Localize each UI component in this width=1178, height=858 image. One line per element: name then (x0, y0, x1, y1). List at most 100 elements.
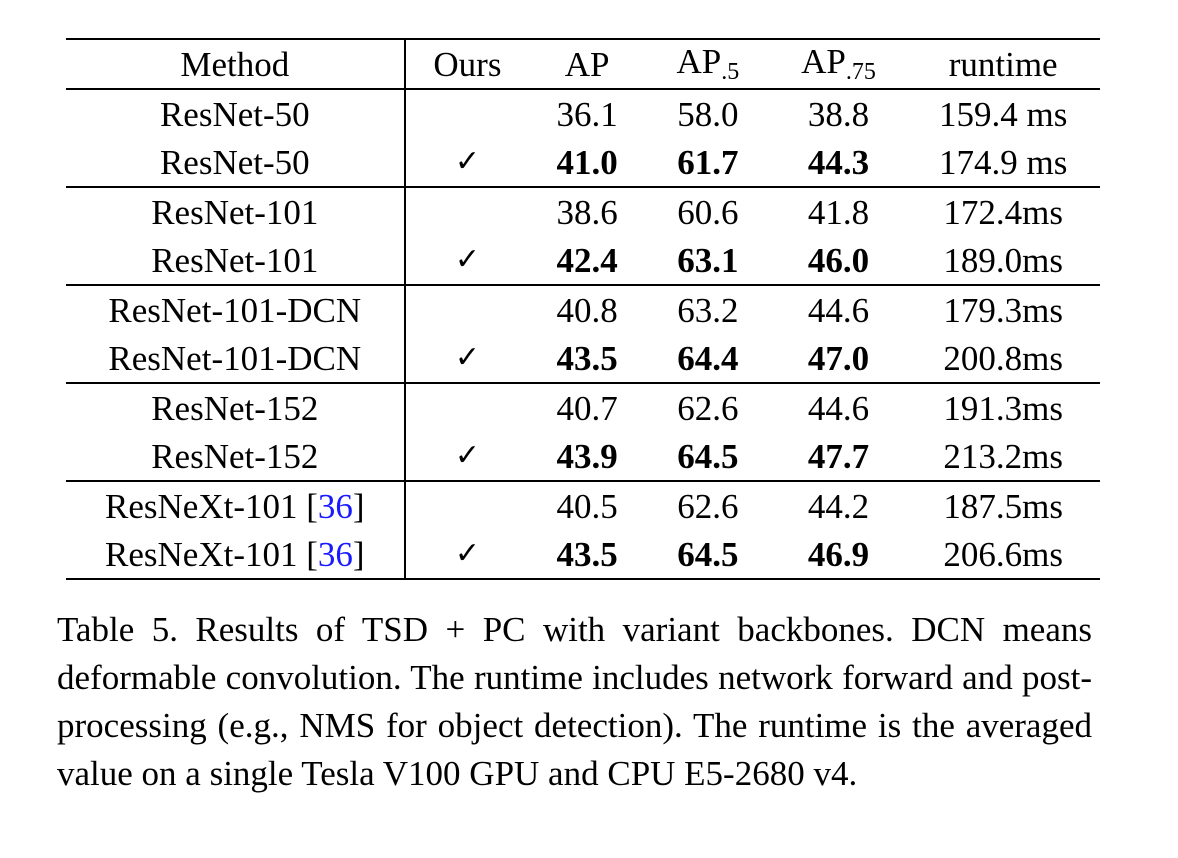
ours-check-icon: ✓ (404, 236, 530, 286)
header-ap: AP (529, 39, 645, 90)
method-cell: ResNet-152 (66, 383, 406, 432)
ap75-cell: 44.6 (807, 388, 870, 428)
method-name: ResNet-50 (159, 142, 310, 182)
method-cell: ResNet-50 (66, 89, 406, 138)
table-row: ResNet-101 38.6 60.6 41.8 172.4ms (66, 187, 1100, 236)
ap-cell: 40.5 (556, 486, 618, 526)
method-cell: ResNet-101-DCN (66, 334, 406, 384)
header-ap75-sub: .75 (845, 59, 876, 85)
header-method: Method (66, 39, 406, 90)
method-cell: ResNeXt-101 [36] (66, 481, 406, 530)
ap75-cell: 41.8 (807, 192, 870, 232)
method-name: ResNet-101 (151, 192, 319, 232)
ap-cell: 41.0 (529, 138, 645, 188)
ap75-cell: 44.3 (770, 138, 907, 188)
method-name: ResNet-101-DCN (108, 290, 362, 330)
ap75-cell: 38.8 (807, 94, 870, 134)
ours-check-icon (405, 187, 530, 236)
ap-cell: 38.6 (556, 192, 618, 232)
ap-cell: 43.5 (529, 334, 645, 384)
ap5-cell: 62.6 (677, 388, 739, 428)
runtime-cell: 187.5ms (943, 486, 1063, 526)
header-runtime: runtime (906, 39, 1100, 90)
table-group: ResNet-50 36.1 58.0 38.8 159.4 ms ResNet-50 ✓ 4… (66, 89, 1100, 188)
ap75-cell: 47.7 (770, 432, 907, 482)
table-group: ResNet-101 38.6 60.6 41.8 172.4ms ResNet-101 ✓… (66, 187, 1100, 286)
ap5-cell: 63.2 (677, 290, 739, 330)
ap5-cell: 64.4 (644, 334, 771, 384)
ap5-cell: 63.1 (644, 236, 771, 286)
ap-cell: 36.1 (556, 94, 618, 134)
ap5-cell: 62.6 (677, 486, 739, 526)
method-name: ResNet-101 (151, 240, 319, 280)
ours-check-icon: ✓ (404, 530, 530, 580)
ours-check-icon: ✓ (404, 432, 530, 482)
ap-cell: 40.7 (556, 388, 618, 428)
ap-cell: 43.5 (529, 530, 645, 580)
table-row: ResNet-101-DCN 40.8 63.2 44.6 179.3ms (66, 285, 1100, 334)
citation-link[interactable]: 36 (317, 534, 353, 574)
ours-check-icon (405, 285, 530, 334)
header-ap5: AP.5 (644, 39, 771, 90)
method-name: ResNeXt-101 [ (105, 534, 318, 574)
table-group: ResNet-101-DCN 40.8 63.2 44.6 179.3ms ResNet-… (66, 285, 1100, 384)
ap75-cell: 44.6 (807, 290, 870, 330)
method-cell: ResNeXt-101 [36] (66, 530, 406, 580)
ours-check-icon: ✓ (404, 334, 530, 384)
header-ap75-base: AP (801, 42, 846, 81)
runtime-cell: 159.4 ms (938, 94, 1068, 134)
header-row: Method Ours AP AP.5 AP.75 runtime (66, 39, 1100, 90)
ap5-cell: 64.5 (644, 432, 771, 482)
table-row: ResNet-50 ✓ 41.0 61.7 44.3 174.9 ms (66, 138, 1100, 188)
method-name: ResNet-50 (159, 94, 310, 134)
method-name: ResNet-152 (151, 388, 319, 428)
table-row: ResNet-152 40.7 62.6 44.6 191.3ms (66, 383, 1100, 432)
table-row: ResNet-101-DCN ✓ 43.5 64.4 47.0 200.8ms (66, 334, 1100, 384)
runtime-cell: 206.6ms (906, 530, 1100, 580)
runtime-cell: 174.9 ms (906, 138, 1100, 188)
ap75-cell: 47.0 (770, 334, 907, 384)
table-header: Method Ours AP AP.5 AP.75 runtime (66, 39, 1100, 90)
ap-cell: 43.9 (529, 432, 645, 482)
method-cell: ResNet-101 (66, 187, 406, 236)
header-ap5-sub: .5 (721, 59, 740, 85)
method-name: ResNet-152 (151, 436, 319, 476)
runtime-cell: 179.3ms (943, 290, 1063, 330)
method-cell: ResNet-101-DCN (66, 285, 406, 334)
runtime-cell: 189.0ms (906, 236, 1100, 286)
ap5-cell: 60.6 (677, 192, 739, 232)
citation-link[interactable]: 36 (317, 486, 353, 526)
table-row: ResNeXt-101 [36] 40.5 62.6 44.2 187.5ms (66, 481, 1100, 530)
ap5-cell: 58.0 (677, 94, 739, 134)
table-row: ResNeXt-101 [36] ✓ 43.5 64.5 46.9 206.6ms (66, 530, 1100, 580)
method-cell: ResNet-101 (66, 236, 406, 286)
method-cell: ResNet-152 (66, 432, 406, 482)
header-ours: Ours (404, 39, 530, 90)
table-group: ResNeXt-101 [36] 40.5 62.6 44.2 187.5ms ResNe… (66, 481, 1100, 580)
table-row: ResNet-50 36.1 58.0 38.8 159.4 ms (66, 89, 1100, 138)
method-suffix: ] (352, 486, 365, 526)
ours-check-icon (405, 383, 530, 432)
method-name: ResNeXt-101 [ (105, 486, 318, 526)
ap-cell: 42.4 (529, 236, 645, 286)
header-ap75: AP.75 (770, 39, 907, 90)
runtime-cell: 172.4ms (943, 192, 1063, 232)
header-ap5-base: AP (676, 42, 722, 81)
ap75-cell: 44.2 (807, 486, 870, 526)
method-suffix: ] (352, 534, 365, 574)
ap5-cell: 61.7 (644, 138, 771, 188)
runtime-cell: 200.8ms (906, 334, 1100, 384)
table-row: ResNet-101 ✓ 42.4 63.1 46.0 189.0ms (66, 236, 1100, 286)
ours-check-icon (405, 481, 530, 530)
table-group: ResNet-152 40.7 62.6 44.6 191.3ms ResNet-152 ✓… (66, 383, 1100, 482)
ap-cell: 40.8 (556, 290, 618, 330)
ap75-cell: 46.9 (770, 530, 907, 580)
runtime-cell: 191.3ms (943, 388, 1063, 428)
method-cell: ResNet-50 (66, 138, 406, 188)
ours-check-icon (405, 89, 530, 138)
method-name: ResNet-101-DCN (108, 338, 362, 378)
ours-check-icon: ✓ (404, 138, 530, 188)
ap75-cell: 46.0 (770, 236, 907, 286)
table-caption: Table 5. Results of TSD + PC with varian… (57, 610, 1092, 793)
ap5-cell: 64.5 (644, 530, 771, 580)
